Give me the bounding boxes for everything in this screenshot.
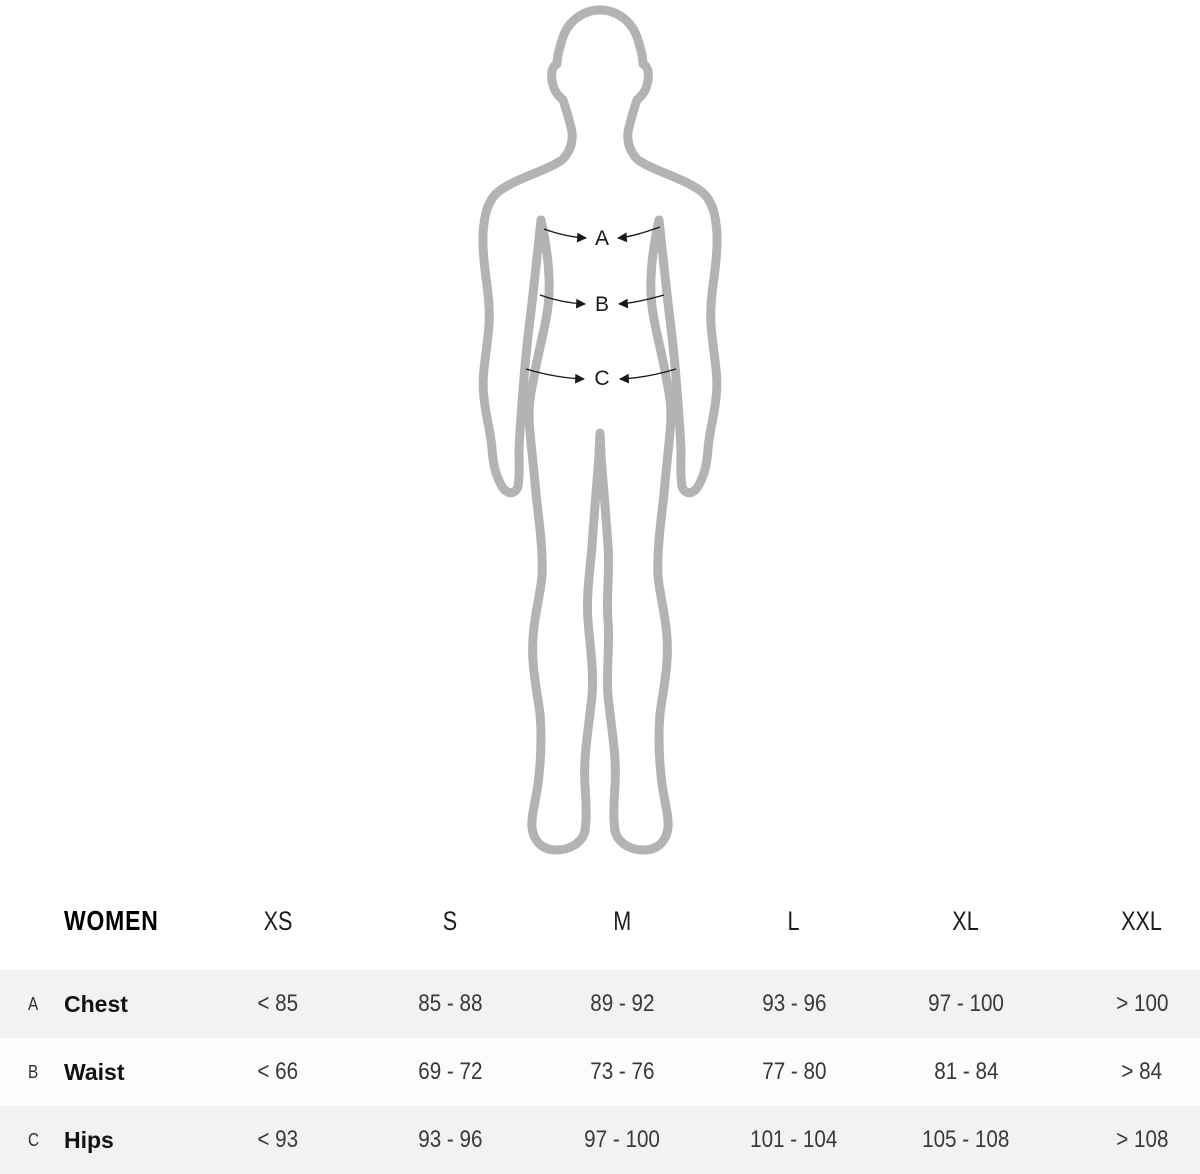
size-value: 89 - 92 <box>589 990 655 1017</box>
row-measure-name: Waist <box>64 1058 125 1085</box>
size-table: WOMEN XS S M L XL XXL A Chest < 85 85 - 88 89 - 9… <box>0 872 1200 1174</box>
row-measure-name: Hips <box>64 1126 114 1153</box>
table-group-header-cell: WOMEN <box>0 905 192 937</box>
size-value-cell: 93 - 96 <box>364 1126 536 1154</box>
size-column-header-label: L <box>787 905 801 936</box>
size-value-cell: 97 - 100 <box>536 1126 708 1154</box>
size-column-header: XXL <box>1052 906 1200 937</box>
waist-measure-arrows: B <box>539 293 665 316</box>
chest-measure-arrows: A <box>543 226 661 250</box>
size-value: > 108 <box>1115 1126 1169 1153</box>
size-value: > 84 <box>1121 1058 1163 1085</box>
size-value: < 85 <box>257 990 299 1017</box>
size-value: < 66 <box>257 1058 299 1085</box>
size-value: 81 - 84 <box>933 1058 999 1085</box>
size-column-header-label: XS <box>263 905 293 936</box>
size-value-cell: 97 - 100 <box>880 990 1052 1018</box>
row-label-cell: C Hips <box>0 1127 192 1154</box>
row-measure-name: Chest <box>64 990 128 1017</box>
waist-marker-label: B <box>595 293 609 316</box>
row-label-cell: A Chest <box>0 991 192 1018</box>
table-row: C Hips < 93 93 - 96 97 - 100 101 - 104 105 - 1… <box>0 1106 1200 1174</box>
size-column-header-label: M <box>613 905 631 936</box>
size-value: 69 - 72 <box>417 1058 483 1085</box>
size-value-cell: 73 - 76 <box>536 1058 708 1086</box>
size-value-cell: < 93 <box>192 1126 364 1154</box>
body-outline <box>478 5 722 855</box>
size-value-cell: > 100 <box>1052 990 1200 1018</box>
size-value: 73 - 76 <box>589 1058 655 1085</box>
size-value-cell: 105 - 108 <box>880 1126 1052 1154</box>
chest-marker-label: A <box>595 227 609 250</box>
body-silhouette-figure: A B C <box>478 5 722 855</box>
size-value: 101 - 104 <box>750 1126 838 1153</box>
row-marker-letter: C <box>28 1129 40 1150</box>
chest-arrow-left <box>543 228 587 243</box>
size-value: 93 - 96 <box>417 1126 483 1153</box>
size-table-header-row: WOMEN XS S M L XL XXL <box>0 872 1200 970</box>
size-column-header: XL <box>880 906 1052 937</box>
size-column-header-label: XXL <box>1121 905 1163 936</box>
size-value: 77 - 80 <box>761 1058 827 1085</box>
hips-arrow-right <box>619 368 677 384</box>
waist-arrow-left <box>539 294 586 309</box>
size-column-header: S <box>364 906 536 937</box>
row-label-cell: B Waist <box>0 1059 192 1086</box>
size-value: 97 - 100 <box>584 1126 660 1153</box>
size-table-body: A Chest < 85 85 - 88 89 - 92 93 - 96 97 - 100 >… <box>0 970 1200 1174</box>
size-value-cell: < 66 <box>192 1058 364 1086</box>
chest-arrow-right <box>617 226 661 243</box>
size-value-cell: 89 - 92 <box>536 990 708 1018</box>
table-row: A Chest < 85 85 - 88 89 - 92 93 - 96 97 - 100 >… <box>0 970 1200 1038</box>
size-value-cell: 85 - 88 <box>364 990 536 1018</box>
size-value-cell: 81 - 84 <box>880 1058 1052 1086</box>
size-column-header: M <box>536 906 708 937</box>
size-value-cell: > 84 <box>1052 1058 1200 1086</box>
table-group-label: WOMEN <box>64 905 159 936</box>
size-column-header: XS <box>192 906 364 937</box>
size-value: < 93 <box>257 1126 299 1153</box>
row-marker-letter: B <box>28 1061 39 1082</box>
hips-measure-arrows: C <box>525 367 677 390</box>
size-value-cell: > 108 <box>1052 1126 1200 1154</box>
size-value-cell: 69 - 72 <box>364 1058 536 1086</box>
hips-marker-label: C <box>594 367 609 390</box>
row-marker-letter: A <box>28 993 39 1014</box>
size-value-cell: 101 - 104 <box>708 1126 880 1154</box>
size-column-header-label: S <box>442 905 458 936</box>
size-value-cell: < 85 <box>192 990 364 1018</box>
waist-arrow-right <box>618 294 665 309</box>
size-value-cell: 77 - 80 <box>708 1058 880 1086</box>
size-value: 93 - 96 <box>761 990 827 1017</box>
size-column-header: L <box>708 906 880 937</box>
body-diagram: A B C <box>478 5 722 855</box>
size-value-cell: 93 - 96 <box>708 990 880 1018</box>
hips-arrow-left <box>525 368 585 384</box>
size-value: 97 - 100 <box>928 990 1004 1017</box>
table-row: B Waist < 66 69 - 72 73 - 76 77 - 80 81 - 84 > … <box>0 1038 1200 1106</box>
size-value: 105 - 108 <box>922 1126 1010 1153</box>
size-value: 85 - 88 <box>417 990 483 1017</box>
size-column-header-label: XL <box>952 905 980 936</box>
size-value: > 100 <box>1115 990 1169 1017</box>
